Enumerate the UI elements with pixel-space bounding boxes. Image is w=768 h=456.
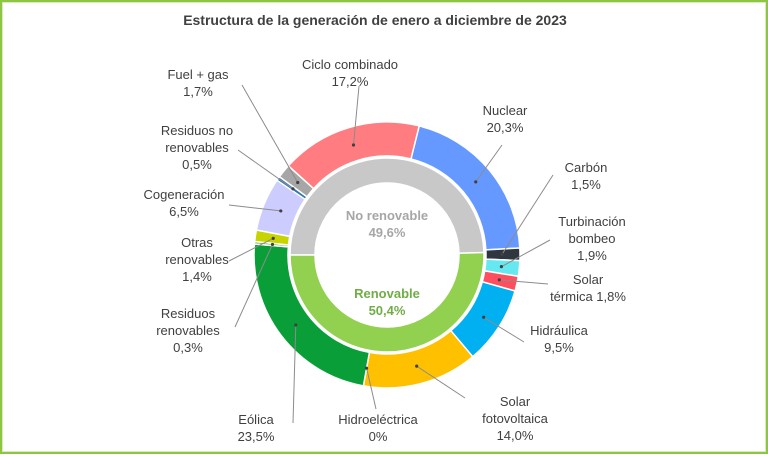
- leader-residuos-no: [237, 149, 294, 190]
- label-carbon-1-5: Carbón 1,5%: [565, 160, 608, 192]
- leader-otras: [228, 237, 274, 262]
- leader-nuclear: [475, 144, 503, 183]
- leader-dot-turbinacion: [499, 265, 504, 269]
- label-eolica-23-5: Eólica 23,5%: [238, 412, 275, 444]
- label-cogeneracion-6-5: Cogeneración 6,5%: [144, 187, 225, 219]
- inner-slice-renovable: [289, 251, 485, 353]
- leader-solar: [416, 365, 466, 399]
- inner-slice-no-renovable: [289, 157, 485, 256]
- label-solar-fotovoltaica-14-0: Solar fotovoltaica 14,0%: [482, 394, 549, 443]
- leader-dot-solar: [415, 364, 419, 368]
- label-hidroelectrica-0: Hidroeléctrica 0%: [338, 412, 418, 444]
- leader-dot-carbon: [500, 252, 504, 257]
- label-hidraulica-9-5: Hidráulica 9,5%: [530, 323, 589, 355]
- leader-dot-eolica: [294, 323, 298, 327]
- label-otras-renovables-1-4: Otras renovables 1,4%: [165, 235, 229, 284]
- inner-label-no-renovable: No renovable 49,6%: [346, 208, 428, 240]
- leader-dot-otras: [271, 236, 275, 240]
- leader-turbinacion: [501, 239, 551, 268]
- leader-dot-fuel-gas: [296, 180, 300, 185]
- leader-residuos: [234, 244, 273, 328]
- label-nuclear-20-3: Nuclear 20,3%: [483, 103, 528, 135]
- leader-eolica: [292, 325, 297, 424]
- leader-solar: [499, 279, 549, 285]
- leader-cogeneracion: [228, 204, 281, 212]
- leader-dot-hidroelectrica: [364, 366, 369, 370]
- slice-labels: Nuclear 20,3% Carbón 1,5% Turbinación bombeo 1…: [144, 57, 627, 444]
- leader-ciclo-combinado: [353, 85, 360, 146]
- label-fuel-gas-1-7: Fuel + gas 1,7%: [167, 67, 229, 99]
- leader-dot-cogeneracion: [279, 209, 283, 213]
- leader-fuel-gas: [241, 84, 299, 183]
- leader-hidraulica: [483, 316, 525, 343]
- leader-lines: [228, 84, 554, 424]
- inner-ring: [289, 157, 485, 353]
- inner-labels: No renovable 49,6% Renovable 50,4%: [346, 208, 428, 318]
- outer-slice-ciclo-combinado: [287, 121, 421, 190]
- inner-label-renovable: Renovable 50,4%: [354, 286, 420, 318]
- label-turbinacion-bombeo-1-9: Turbinación bombeo 1,9%: [558, 214, 625, 263]
- label-ciclo-combinado-17-2: Ciclo combinado 17,2%: [302, 57, 398, 89]
- leader-dot-residuos: [270, 242, 275, 247]
- leader-dot-ciclo-combinado: [351, 143, 356, 147]
- label-residuos-renovables-0-3: Residuos renovables 0,3%: [156, 306, 220, 355]
- label-residuos-no-renovables-0-5: Residuos no renovables 0,5%: [161, 123, 233, 172]
- leader-dot-residuos-no: [291, 187, 295, 191]
- chart-title: Estructura de la generación de enero a d…: [183, 12, 567, 28]
- leader-hidroelectrica: [366, 368, 377, 410]
- leader-carbon: [501, 174, 554, 255]
- label-solar-termica-1-8: Solar térmica 1,8%: [550, 272, 626, 304]
- leader-dot-hidraulica: [482, 315, 486, 319]
- leader-dot-nuclear: [474, 180, 478, 184]
- leader-dot-solar: [497, 278, 501, 282]
